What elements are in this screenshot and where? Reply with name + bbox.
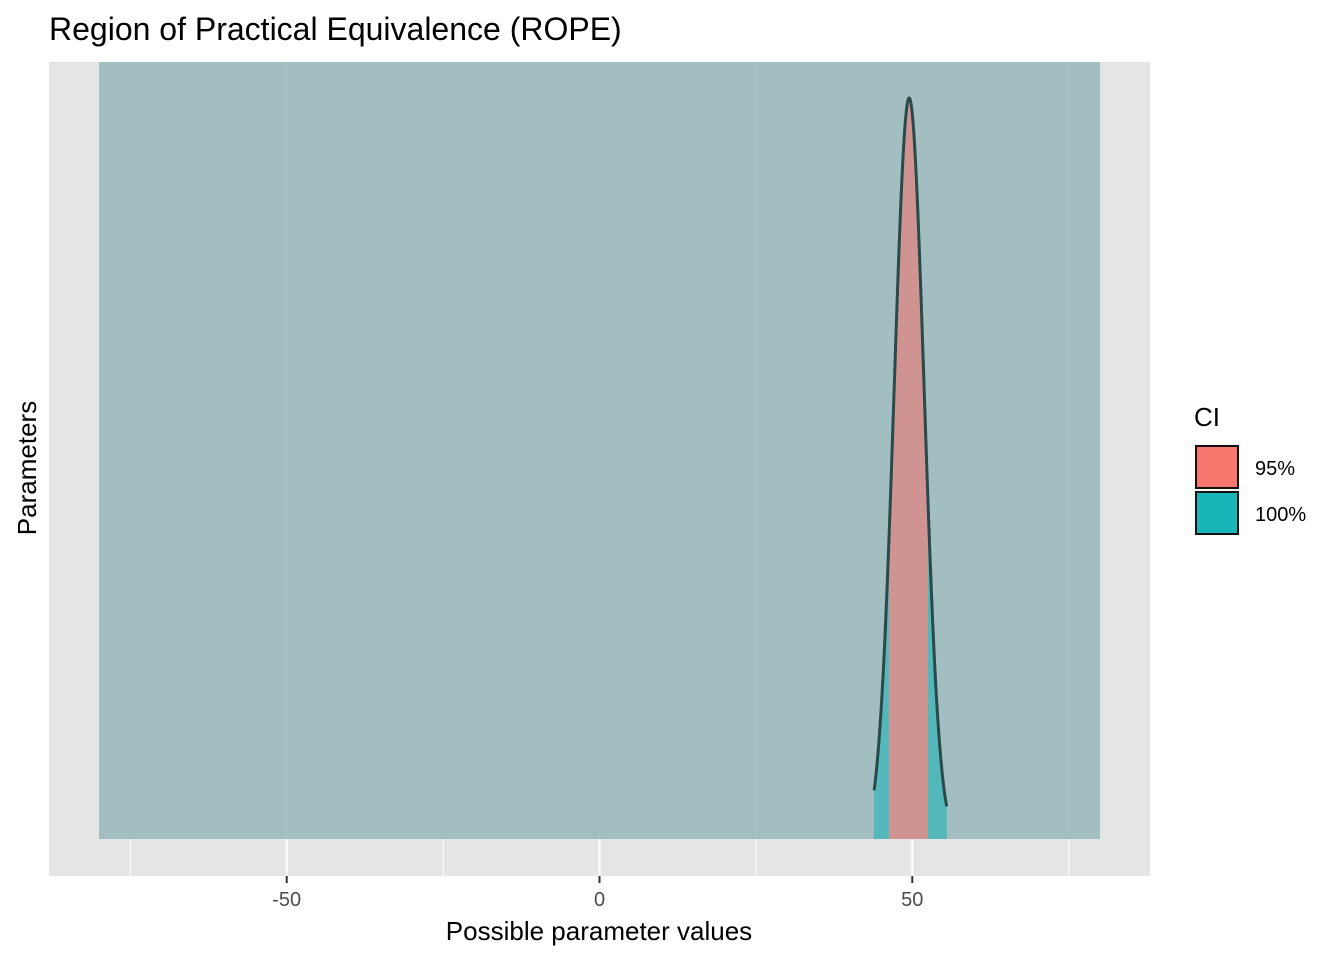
- rope-band: [99, 62, 1100, 839]
- x-tick-label: 50: [901, 889, 923, 911]
- x-axis-ticks: -50 0 50: [272, 876, 923, 911]
- x-axis-title: Possible parameter values: [446, 916, 752, 946]
- chart-title: Region of Practical Equivalence (ROPE): [49, 11, 622, 47]
- y-axis-title: Parameters: [12, 401, 42, 535]
- x-tick-label: -50: [272, 889, 301, 911]
- legend-label: 95%: [1255, 458, 1295, 480]
- x-tick-label: 0: [594, 889, 605, 911]
- legend: CI 95% 100%: [1194, 402, 1306, 535]
- legend-swatch: [1195, 445, 1239, 489]
- density-outline: [872, 96, 949, 807]
- legend-label: 100%: [1255, 504, 1306, 526]
- legend-title: CI: [1194, 402, 1220, 432]
- legend-swatch: [1195, 491, 1239, 535]
